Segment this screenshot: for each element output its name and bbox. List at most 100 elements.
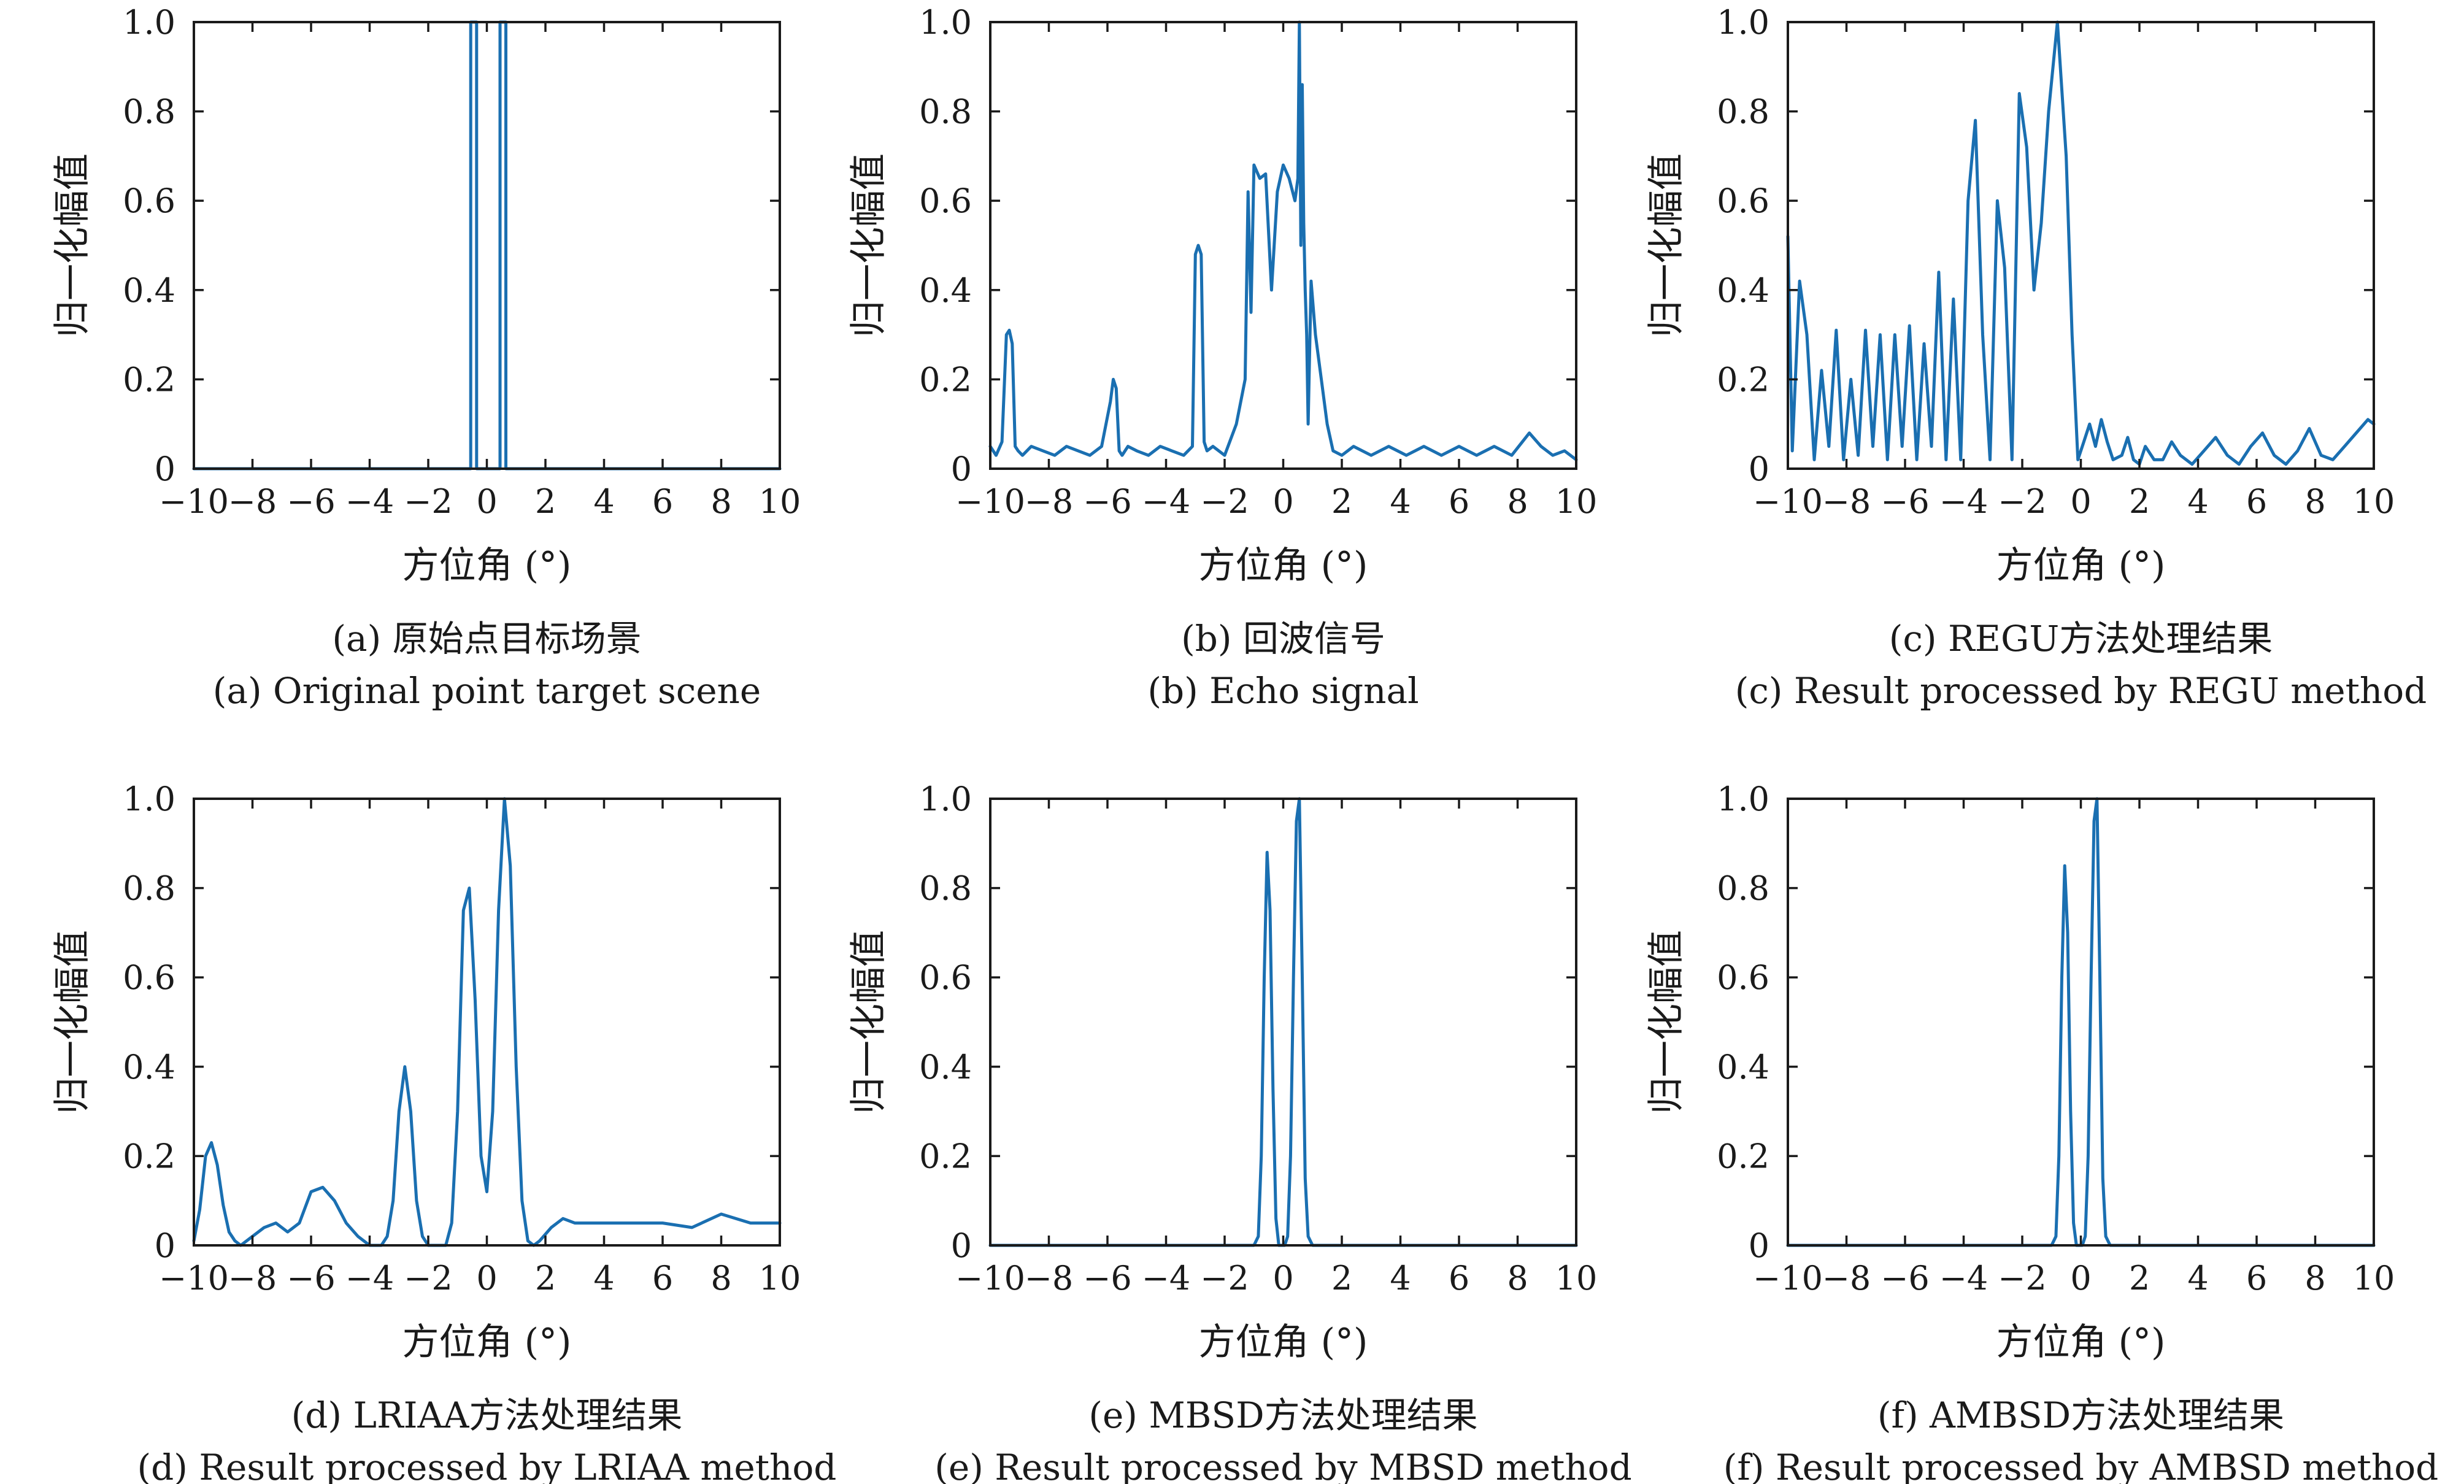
x-tick-label: 4 [593,1259,614,1298]
x-tick-label: −4 [345,1259,395,1298]
x-tick-label: −10 [159,482,229,521]
x-axis-label: 方位角 (°) [1996,544,2166,587]
y-tick-label: 0 [155,450,175,488]
series-line-e [988,797,1578,1247]
caption-english: (b) Echo signal [1147,670,1419,712]
x-axis-label: 方位角 (°) [1996,1321,2166,1364]
y-tick-label: 0.4 [1717,271,1769,310]
y-tick-label: 1.0 [919,780,972,818]
x-tick-label: −6 [1881,1259,1930,1298]
y-tick-label: 0.2 [1717,360,1769,399]
caption-chinese: (a) 原始点目标场景 [332,618,641,659]
y-tick-label: 0 [951,1226,972,1265]
y-tick-label: 0.2 [919,1137,972,1175]
series-line-c [1786,20,2376,466]
y-tick-label: 1.0 [123,780,175,818]
y-tick-label: 0 [1749,1226,1769,1265]
x-axis-label: 方位角 (°) [1199,1321,1368,1364]
y-tick-label: 1.0 [1717,3,1769,42]
x-tick-label: −4 [345,482,395,521]
x-tick-label: −8 [1025,1259,1074,1298]
x-tick-label: 6 [2246,1259,2267,1298]
x-axis-label: 方位角 (°) [402,1321,572,1364]
x-tick-label: −8 [1822,1259,1871,1298]
x-tick-label: −6 [287,1259,336,1298]
y-tick-label: 0.6 [1717,958,1769,997]
x-tick-label: −2 [404,1259,453,1298]
y-tick-label: 1.0 [919,3,972,42]
x-tick-label: 8 [2304,482,2325,521]
x-tick-label: −2 [1998,1259,2047,1298]
x-tick-label: −8 [228,482,277,521]
y-tick-label: 0.2 [123,1137,175,1175]
y-tick-label: 0.8 [123,93,175,131]
caption-chinese: (b) 回波信号 [1181,618,1385,659]
y-axis-label: 归一化幅值 [1645,930,1688,1114]
x-tick-label: 2 [535,482,556,521]
y-tick-label: 0.4 [919,271,972,310]
x-tick-label: 0 [1272,482,1293,521]
x-tick-label: 2 [1331,482,1352,521]
x-tick-label: 8 [710,1259,731,1298]
x-tick-label: −10 [955,1259,1025,1298]
x-tick-label: −8 [1025,482,1074,521]
y-tick-label: 0.6 [123,958,175,997]
caption-chinese: (e) MBSD方法处理结果 [1088,1394,1477,1436]
x-tick-label: −4 [1142,482,1191,521]
x-tick-label: 2 [2129,482,2150,521]
caption-english: (d) Result processed by LRIAA method [137,1447,837,1484]
x-tick-label: 2 [535,1259,556,1298]
x-tick-label: 0 [2070,1259,2091,1298]
y-tick-label: 0 [951,450,972,488]
y-tick-label: 0.4 [123,271,175,310]
y-tick-label: 1.0 [1717,780,1769,818]
x-tick-label: 4 [2187,482,2208,521]
y-tick-label: 0.6 [919,182,972,220]
y-tick-label: 0.4 [919,1048,972,1086]
x-tick-label: 4 [593,482,614,521]
y-tick-label: 0.6 [919,958,972,997]
y-axis-label: 归一化幅值 [51,153,94,337]
x-tick-label: 8 [710,482,731,521]
plot-frame [989,21,1577,470]
caption-english: (e) Result processed by MBSD method [934,1447,1631,1484]
y-axis-label: 归一化幅值 [51,930,94,1114]
y-tick-label: 0.8 [919,869,972,908]
x-tick-label: −2 [404,482,453,521]
x-tick-label: −10 [1753,482,1823,521]
x-tick-label: 2 [1331,1259,1352,1298]
x-tick-label: 8 [1507,482,1528,521]
y-tick-label: 0 [1749,450,1769,488]
y-tick-label: 1.0 [123,3,175,42]
x-tick-label: −8 [1822,482,1871,521]
x-tick-label: −8 [228,1259,277,1298]
x-tick-label: 4 [1390,482,1411,521]
x-tick-label: 6 [1449,1259,1469,1298]
x-tick-label: −6 [287,482,336,521]
x-tick-label: −6 [1083,482,1132,521]
y-tick-label: 0.8 [919,93,972,131]
caption-english: (f) Result processed by AMBSD method [1723,1447,2439,1484]
x-tick-label: −2 [1200,482,1249,521]
caption-english: (a) Original point target scene [213,670,761,712]
y-tick-label: 0.4 [1717,1048,1769,1086]
caption-chinese: (c) REGU方法处理结果 [1889,618,2273,659]
y-tick-label: 0.6 [1717,182,1769,220]
x-tick-label: 6 [652,1259,673,1298]
x-tick-label: 0 [476,1259,497,1298]
x-tick-label: 0 [476,482,497,521]
x-tick-label: 6 [1449,482,1469,521]
x-tick-label: −10 [955,482,1025,521]
x-tick-label: 8 [1507,1259,1528,1298]
x-tick-label: −4 [1142,1259,1191,1298]
x-tick-label: 10 [1555,1259,1598,1298]
x-tick-label: 10 [759,482,801,521]
plot-frame [193,21,781,470]
x-tick-label: 0 [2070,482,2091,521]
